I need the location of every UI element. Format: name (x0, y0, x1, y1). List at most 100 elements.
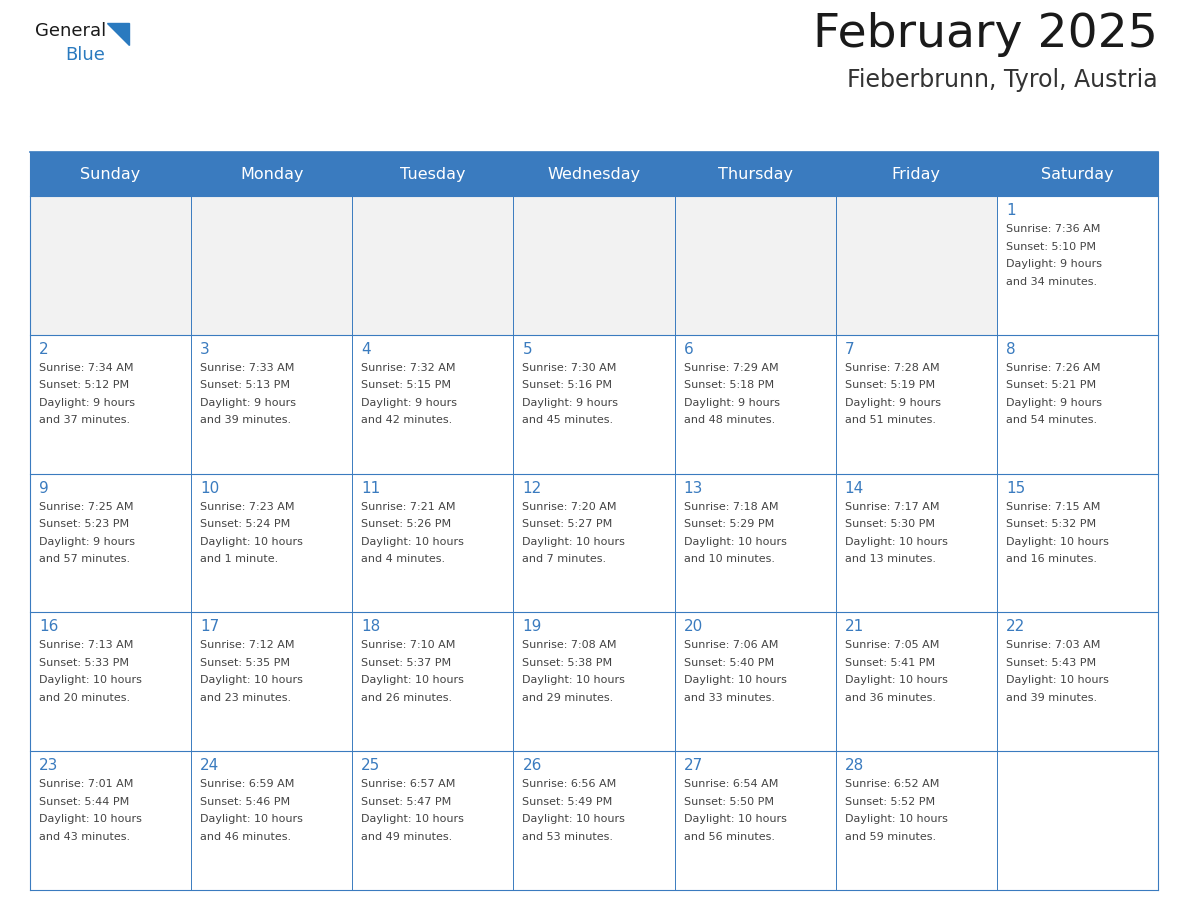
Text: and 20 minutes.: and 20 minutes. (39, 693, 131, 703)
Text: Sunset: 5:52 PM: Sunset: 5:52 PM (845, 797, 935, 807)
Text: and 46 minutes.: and 46 minutes. (200, 832, 291, 842)
Text: Sunrise: 7:26 AM: Sunrise: 7:26 AM (1006, 363, 1100, 373)
Text: and 36 minutes.: and 36 minutes. (845, 693, 936, 703)
Text: Sunset: 5:21 PM: Sunset: 5:21 PM (1006, 380, 1097, 390)
Text: 21: 21 (845, 620, 864, 634)
Text: 17: 17 (200, 620, 220, 634)
Bar (513, 612, 675, 751)
Text: Daylight: 10 hours: Daylight: 10 hours (683, 676, 786, 686)
Text: and 29 minutes.: and 29 minutes. (523, 693, 614, 703)
Text: 8: 8 (1006, 341, 1016, 357)
Text: Daylight: 9 hours: Daylight: 9 hours (1006, 397, 1101, 408)
Text: and 42 minutes.: and 42 minutes. (361, 415, 453, 425)
Text: Daylight: 10 hours: Daylight: 10 hours (1006, 537, 1108, 546)
Bar (835, 196, 997, 335)
Text: Daylight: 10 hours: Daylight: 10 hours (200, 814, 303, 824)
Text: Sunset: 5:23 PM: Sunset: 5:23 PM (39, 519, 129, 529)
Text: General: General (34, 22, 106, 40)
Text: Fieberbrunn, Tyrol, Austria: Fieberbrunn, Tyrol, Austria (847, 68, 1158, 92)
Text: 1: 1 (1006, 203, 1016, 218)
Text: and 4 minutes.: and 4 minutes. (361, 554, 446, 564)
Text: and 48 minutes.: and 48 minutes. (683, 415, 775, 425)
Bar (30, 196, 191, 335)
Text: Friday: Friday (892, 166, 941, 182)
Text: Sunrise: 7:10 AM: Sunrise: 7:10 AM (361, 641, 456, 650)
Text: Daylight: 10 hours: Daylight: 10 hours (683, 814, 786, 824)
Text: Sunset: 5:26 PM: Sunset: 5:26 PM (361, 519, 451, 529)
Bar (30, 152, 1158, 196)
Bar (191, 751, 353, 890)
Text: Sunrise: 7:23 AM: Sunrise: 7:23 AM (200, 501, 295, 511)
Text: and 10 minutes.: and 10 minutes. (683, 554, 775, 564)
Text: 4: 4 (361, 341, 371, 357)
Bar (353, 751, 513, 890)
Bar (353, 612, 513, 751)
Bar (997, 751, 1158, 890)
Text: Daylight: 10 hours: Daylight: 10 hours (200, 537, 303, 546)
Text: and 33 minutes.: and 33 minutes. (683, 693, 775, 703)
Text: Sunset: 5:40 PM: Sunset: 5:40 PM (683, 658, 773, 668)
Bar (353, 474, 513, 612)
Text: 18: 18 (361, 620, 380, 634)
Polygon shape (107, 23, 129, 45)
Text: and 51 minutes.: and 51 minutes. (845, 415, 936, 425)
Text: 19: 19 (523, 620, 542, 634)
Text: Sunset: 5:19 PM: Sunset: 5:19 PM (845, 380, 935, 390)
Text: 3: 3 (200, 341, 210, 357)
Text: Monday: Monday (240, 166, 303, 182)
Text: Daylight: 9 hours: Daylight: 9 hours (1006, 259, 1101, 269)
Text: Daylight: 9 hours: Daylight: 9 hours (683, 397, 779, 408)
Bar (30, 612, 191, 751)
Text: Sunset: 5:13 PM: Sunset: 5:13 PM (200, 380, 290, 390)
Text: and 59 minutes.: and 59 minutes. (845, 832, 936, 842)
Text: 10: 10 (200, 481, 220, 496)
Text: Daylight: 10 hours: Daylight: 10 hours (361, 537, 465, 546)
Text: Sunset: 5:27 PM: Sunset: 5:27 PM (523, 519, 613, 529)
Text: 26: 26 (523, 758, 542, 773)
Bar (835, 474, 997, 612)
Text: Daylight: 9 hours: Daylight: 9 hours (39, 397, 135, 408)
Text: and 34 minutes.: and 34 minutes. (1006, 276, 1097, 286)
Text: 22: 22 (1006, 620, 1025, 634)
Text: Daylight: 10 hours: Daylight: 10 hours (523, 676, 625, 686)
Bar (675, 612, 835, 751)
Text: 24: 24 (200, 758, 220, 773)
Text: and 43 minutes.: and 43 minutes. (39, 832, 131, 842)
Text: Sunrise: 6:54 AM: Sunrise: 6:54 AM (683, 779, 778, 789)
Text: and 57 minutes.: and 57 minutes. (39, 554, 131, 564)
Text: Sunrise: 7:15 AM: Sunrise: 7:15 AM (1006, 501, 1100, 511)
Text: Sunset: 5:50 PM: Sunset: 5:50 PM (683, 797, 773, 807)
Text: Sunrise: 7:20 AM: Sunrise: 7:20 AM (523, 501, 617, 511)
Text: Sunset: 5:33 PM: Sunset: 5:33 PM (39, 658, 129, 668)
Text: Sunrise: 7:36 AM: Sunrise: 7:36 AM (1006, 224, 1100, 234)
Text: 2: 2 (39, 341, 49, 357)
Text: Sunset: 5:16 PM: Sunset: 5:16 PM (523, 380, 613, 390)
Text: Daylight: 10 hours: Daylight: 10 hours (683, 537, 786, 546)
Text: Daylight: 9 hours: Daylight: 9 hours (361, 397, 457, 408)
Text: Sunrise: 7:29 AM: Sunrise: 7:29 AM (683, 363, 778, 373)
Text: Sunrise: 7:30 AM: Sunrise: 7:30 AM (523, 363, 617, 373)
Text: Daylight: 10 hours: Daylight: 10 hours (845, 814, 948, 824)
Bar (675, 335, 835, 474)
Text: 6: 6 (683, 341, 694, 357)
Text: Daylight: 10 hours: Daylight: 10 hours (39, 676, 141, 686)
Text: Sunrise: 7:01 AM: Sunrise: 7:01 AM (39, 779, 133, 789)
Bar (513, 335, 675, 474)
Bar (513, 474, 675, 612)
Text: Daylight: 10 hours: Daylight: 10 hours (361, 676, 465, 686)
Text: Sunrise: 7:21 AM: Sunrise: 7:21 AM (361, 501, 456, 511)
Text: and 13 minutes.: and 13 minutes. (845, 554, 936, 564)
Text: and 53 minutes.: and 53 minutes. (523, 832, 613, 842)
Bar (191, 612, 353, 751)
Text: Sunset: 5:24 PM: Sunset: 5:24 PM (200, 519, 290, 529)
Text: 20: 20 (683, 620, 703, 634)
Bar (835, 612, 997, 751)
Text: Sunrise: 6:59 AM: Sunrise: 6:59 AM (200, 779, 295, 789)
Text: 11: 11 (361, 481, 380, 496)
Bar (997, 196, 1158, 335)
Text: 12: 12 (523, 481, 542, 496)
Text: Sunset: 5:12 PM: Sunset: 5:12 PM (39, 380, 129, 390)
Bar (997, 474, 1158, 612)
Text: Sunrise: 7:28 AM: Sunrise: 7:28 AM (845, 363, 940, 373)
Text: Sunrise: 7:06 AM: Sunrise: 7:06 AM (683, 641, 778, 650)
